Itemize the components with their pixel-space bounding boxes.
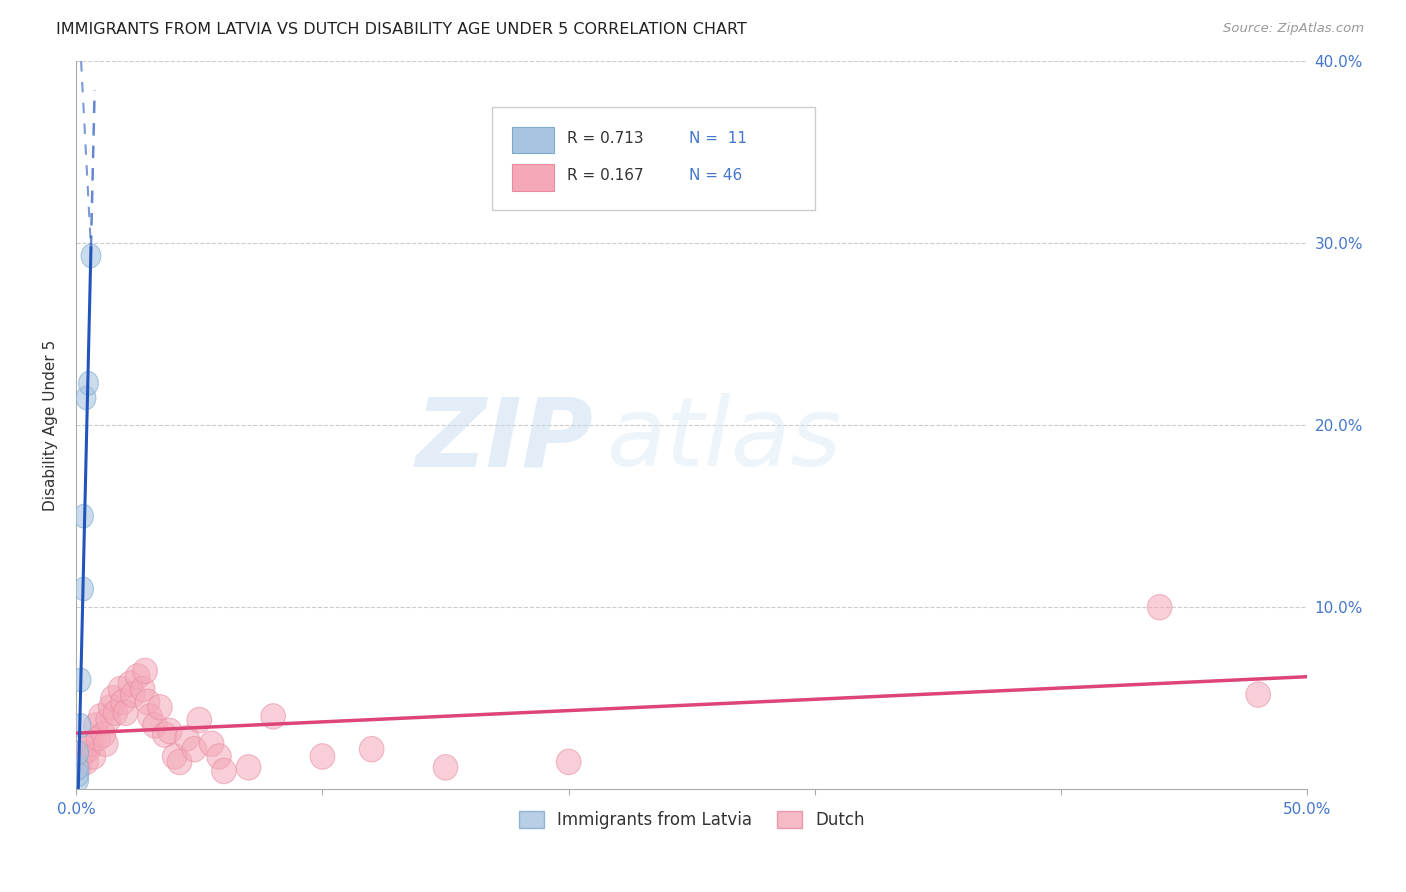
Ellipse shape bbox=[82, 244, 101, 268]
Ellipse shape bbox=[111, 690, 135, 714]
Ellipse shape bbox=[101, 685, 125, 711]
Ellipse shape bbox=[79, 731, 103, 756]
Text: ZIP: ZIP bbox=[415, 393, 593, 486]
Ellipse shape bbox=[207, 744, 232, 769]
Ellipse shape bbox=[73, 749, 98, 774]
Ellipse shape bbox=[73, 504, 93, 528]
Ellipse shape bbox=[103, 700, 128, 725]
Ellipse shape bbox=[83, 713, 108, 739]
Ellipse shape bbox=[69, 763, 89, 787]
Text: N =  11: N = 11 bbox=[689, 131, 747, 145]
Ellipse shape bbox=[89, 704, 112, 729]
Ellipse shape bbox=[187, 707, 212, 733]
Ellipse shape bbox=[69, 744, 93, 769]
Ellipse shape bbox=[174, 725, 200, 751]
Ellipse shape bbox=[1147, 594, 1173, 620]
Ellipse shape bbox=[135, 690, 160, 714]
Ellipse shape bbox=[121, 681, 145, 707]
Ellipse shape bbox=[93, 731, 118, 756]
Ellipse shape bbox=[76, 737, 101, 762]
Ellipse shape bbox=[98, 695, 122, 720]
Text: atlas: atlas bbox=[606, 393, 841, 486]
Y-axis label: Disability Age Under 5: Disability Age Under 5 bbox=[44, 340, 58, 511]
Ellipse shape bbox=[1246, 681, 1271, 707]
Ellipse shape bbox=[236, 755, 262, 780]
Ellipse shape bbox=[125, 664, 150, 690]
Ellipse shape bbox=[72, 740, 96, 765]
Ellipse shape bbox=[69, 756, 89, 780]
Ellipse shape bbox=[72, 714, 91, 738]
Ellipse shape bbox=[311, 744, 335, 769]
Ellipse shape bbox=[112, 700, 138, 725]
Ellipse shape bbox=[76, 386, 96, 409]
Ellipse shape bbox=[73, 577, 93, 601]
Ellipse shape bbox=[72, 668, 91, 692]
Ellipse shape bbox=[433, 755, 458, 780]
Ellipse shape bbox=[108, 676, 132, 702]
Ellipse shape bbox=[86, 725, 111, 751]
Ellipse shape bbox=[142, 713, 167, 739]
Ellipse shape bbox=[79, 371, 98, 395]
Ellipse shape bbox=[148, 695, 172, 720]
Text: R = 0.167: R = 0.167 bbox=[567, 169, 643, 183]
Ellipse shape bbox=[82, 744, 105, 769]
Ellipse shape bbox=[96, 707, 121, 733]
Text: R = 0.713: R = 0.713 bbox=[567, 131, 643, 145]
Text: N = 46: N = 46 bbox=[689, 169, 742, 183]
Ellipse shape bbox=[200, 731, 224, 756]
Ellipse shape bbox=[91, 722, 115, 747]
Ellipse shape bbox=[138, 704, 162, 729]
Ellipse shape bbox=[360, 737, 384, 762]
Ellipse shape bbox=[181, 737, 207, 762]
Text: IMMIGRANTS FROM LATVIA VS DUTCH DISABILITY AGE UNDER 5 CORRELATION CHART: IMMIGRANTS FROM LATVIA VS DUTCH DISABILI… bbox=[56, 22, 747, 37]
Ellipse shape bbox=[152, 722, 177, 747]
Ellipse shape bbox=[69, 741, 89, 764]
Ellipse shape bbox=[162, 744, 187, 769]
Legend: Immigrants from Latvia, Dutch: Immigrants from Latvia, Dutch bbox=[512, 804, 872, 836]
Ellipse shape bbox=[557, 749, 581, 774]
Ellipse shape bbox=[118, 671, 142, 697]
Ellipse shape bbox=[132, 658, 157, 683]
Ellipse shape bbox=[212, 758, 236, 784]
Ellipse shape bbox=[262, 704, 285, 729]
Ellipse shape bbox=[131, 676, 155, 702]
Text: Source: ZipAtlas.com: Source: ZipAtlas.com bbox=[1223, 22, 1364, 36]
Ellipse shape bbox=[167, 749, 191, 774]
Ellipse shape bbox=[66, 755, 91, 780]
Ellipse shape bbox=[69, 768, 89, 792]
Ellipse shape bbox=[157, 718, 181, 744]
